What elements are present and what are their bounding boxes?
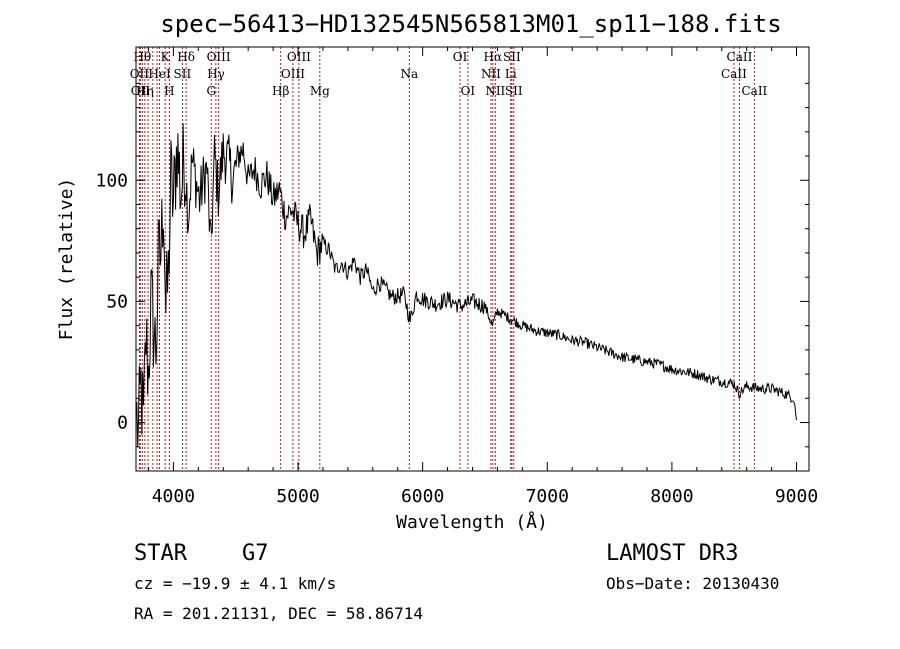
line-marker-label: OI <box>461 84 476 98</box>
line-marker-label: Hγ <box>207 67 225 81</box>
redshift-text: cz = −19.9 ± 4.1 km/s <box>134 574 336 593</box>
line-marker-label: HeI <box>148 67 171 81</box>
chart-title: spec−56413−HD132545N565813M01_sp11−188.f… <box>160 10 781 38</box>
line-marker-label: SII <box>505 84 523 98</box>
obs-date-text: Obs−Date: 20130430 <box>606 574 779 593</box>
x-tick-label: 9000 <box>775 486 818 507</box>
line-marker-label: H <box>164 84 174 98</box>
object-subclass: G7 <box>242 541 269 566</box>
y-tick-label: 100 <box>95 170 128 191</box>
line-marker-label: SII <box>503 50 521 64</box>
y-axis-label: Flux (relative) <box>56 178 77 341</box>
line-marker-label: Na <box>400 67 418 81</box>
spectrum-line <box>135 123 797 448</box>
line-marker-label: Li <box>505 67 517 81</box>
line-marker-label: CaII <box>721 67 747 81</box>
line-marker-label: Hβ <box>272 84 289 98</box>
y-tick-label: 0 <box>117 413 128 434</box>
line-marker-label: Hα <box>484 50 503 64</box>
plot-frame <box>135 46 810 472</box>
x-tick-label: 8000 <box>650 486 693 507</box>
x-axis-label: Wavelength (Å) <box>396 511 548 533</box>
coords-text: RA = 201.21131, DEC = 58.86714 <box>134 604 423 623</box>
spectral-line-markers <box>138 47 755 471</box>
line-marker-label: CaII <box>741 84 767 98</box>
line-marker-label: CaII <box>727 50 753 64</box>
line-marker-label: OII <box>130 67 150 81</box>
y-axis-ticks: 0 50 100 <box>95 82 809 448</box>
survey-name: LAMOST DR3 <box>606 541 738 566</box>
line-marker-label: SII <box>174 67 192 81</box>
line-marker-label: NII <box>481 67 501 81</box>
line-marker-label: Hη <box>136 84 154 98</box>
line-marker-label: OI <box>453 50 468 64</box>
object-class: STAR <box>134 541 188 566</box>
line-marker-label: NII <box>485 84 505 98</box>
line-marker-label: Hθ <box>134 50 152 64</box>
line-marker-label: Hδ <box>177 50 195 64</box>
line-marker-label: OIII <box>287 50 311 64</box>
line-marker-label: G <box>206 84 216 98</box>
y-tick-label: 50 <box>106 291 128 312</box>
x-tick-label: 5000 <box>276 486 319 507</box>
x-tick-label: 7000 <box>526 486 569 507</box>
line-marker-label: K <box>161 50 171 64</box>
spectral-line-labels: OIIOIIHθHηHeIKHSIIHδGHγOIIIHβOIIIOIIIMgN… <box>130 50 768 98</box>
x-tick-label: 4000 <box>152 486 195 507</box>
line-marker-label: Mg <box>310 84 330 98</box>
line-marker-label: OIII <box>281 67 305 81</box>
x-axis-ticks: 4000 5000 6000 7000 8000 9000 <box>147 47 818 507</box>
line-marker-label: OIII <box>207 50 231 64</box>
x-tick-label: 6000 <box>401 486 444 507</box>
